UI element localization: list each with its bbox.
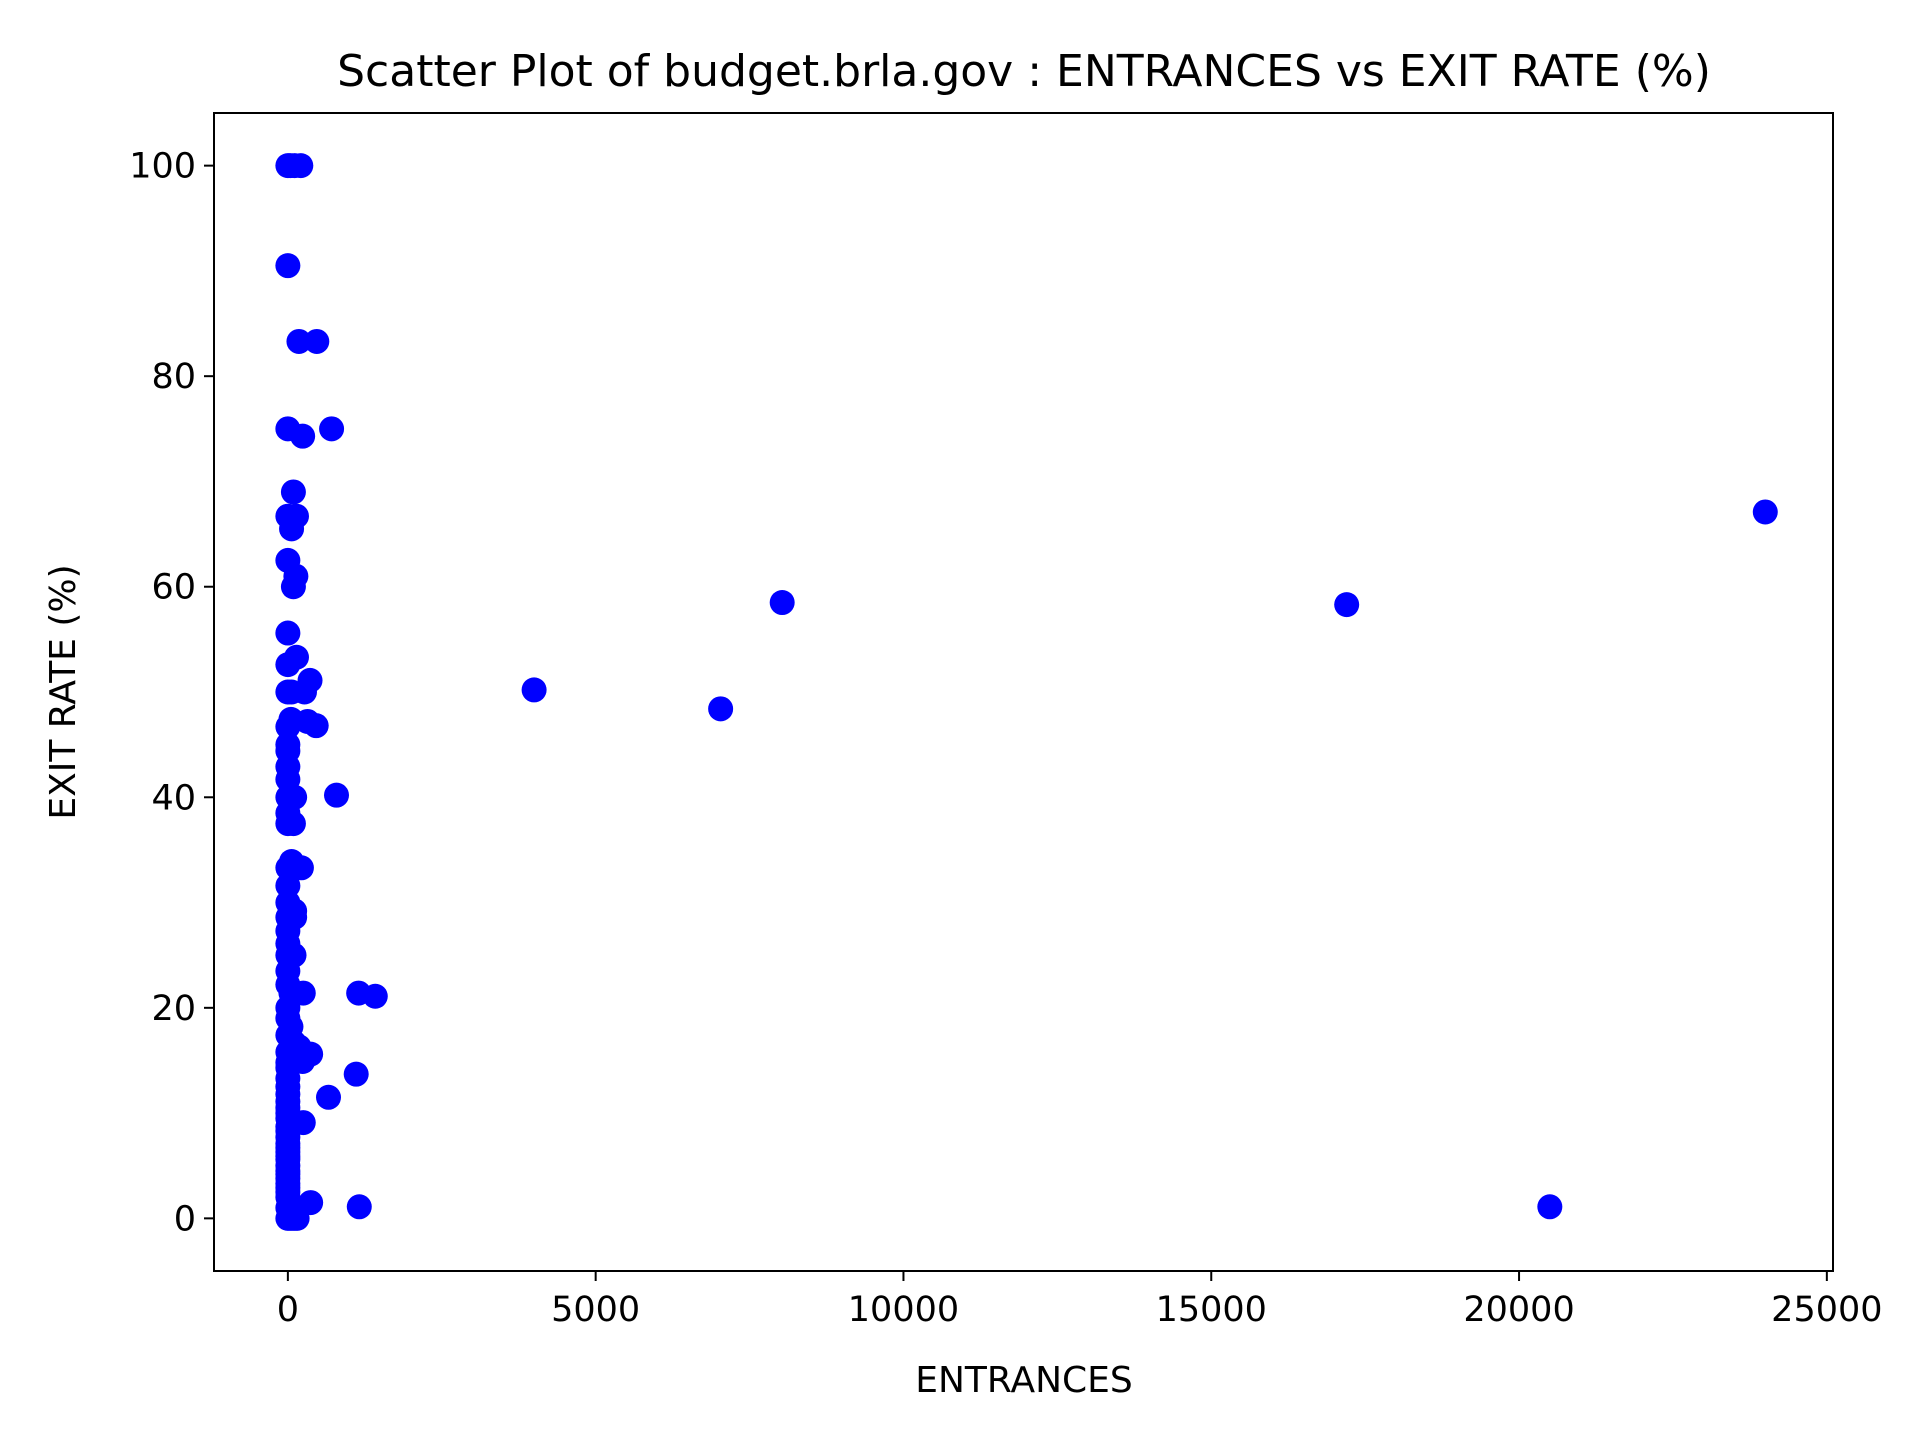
chart-title: Scatter Plot of budget.brla.gov : ENTRAN… <box>337 46 1711 97</box>
scatter-point <box>284 1205 310 1231</box>
scatter-point <box>280 574 306 600</box>
scatter-point <box>303 713 329 739</box>
scatter-point <box>291 679 317 705</box>
scatter-point <box>275 253 301 279</box>
scatter-point <box>280 479 306 505</box>
scatter-point <box>346 1194 372 1220</box>
scatter-point <box>279 516 305 542</box>
scatter-point <box>1752 499 1778 525</box>
y-axis-ticks: 0 20 40 60 80 100 <box>129 147 214 1239</box>
y-tick-label: 0 <box>174 1199 196 1239</box>
x-tick-label: 20000 <box>1463 1290 1574 1330</box>
x-tick-label: 10000 <box>848 1290 959 1330</box>
x-tick-label: 25000 <box>1771 1290 1882 1330</box>
scatter-point <box>521 677 547 703</box>
x-axis-label: ENTRANCES <box>915 1360 1133 1401</box>
y-tick-label: 60 <box>151 568 196 608</box>
scatter-point <box>769 590 795 616</box>
scatter-point <box>286 328 312 354</box>
y-tick-label: 80 <box>151 357 196 397</box>
scatter-point <box>319 416 345 442</box>
scatter-point <box>275 714 301 740</box>
scatter-point <box>1537 1194 1563 1220</box>
x-tick-label: 0 <box>277 1290 299 1330</box>
x-axis-ticks: 0 5000 10000 15000 20000 25000 <box>277 1271 1883 1330</box>
scatter-point <box>1334 592 1360 618</box>
scatter-point <box>280 811 306 837</box>
y-axis-label: EXIT RATE (%) <box>43 564 84 819</box>
scatter-point <box>304 328 330 354</box>
scatter-point <box>275 620 301 646</box>
x-tick-label: 15000 <box>1156 1290 1267 1330</box>
scatter-point <box>288 153 314 179</box>
scatter-point <box>708 696 734 722</box>
y-tick-label: 40 <box>151 778 196 818</box>
plot-area-frame <box>213 112 1834 1272</box>
scatter-point <box>288 855 314 881</box>
x-tick-label: 5000 <box>551 1290 640 1330</box>
scatter-point <box>315 1084 341 1110</box>
scatter-point <box>324 782 350 808</box>
y-tick-label: 100 <box>129 147 196 187</box>
scatter-point <box>290 423 316 449</box>
y-tick-label: 20 <box>151 989 196 1029</box>
plot-marks <box>275 153 1778 1231</box>
scatter-point <box>343 1061 369 1087</box>
scatter-point <box>275 652 301 678</box>
scatter-point <box>362 983 388 1009</box>
